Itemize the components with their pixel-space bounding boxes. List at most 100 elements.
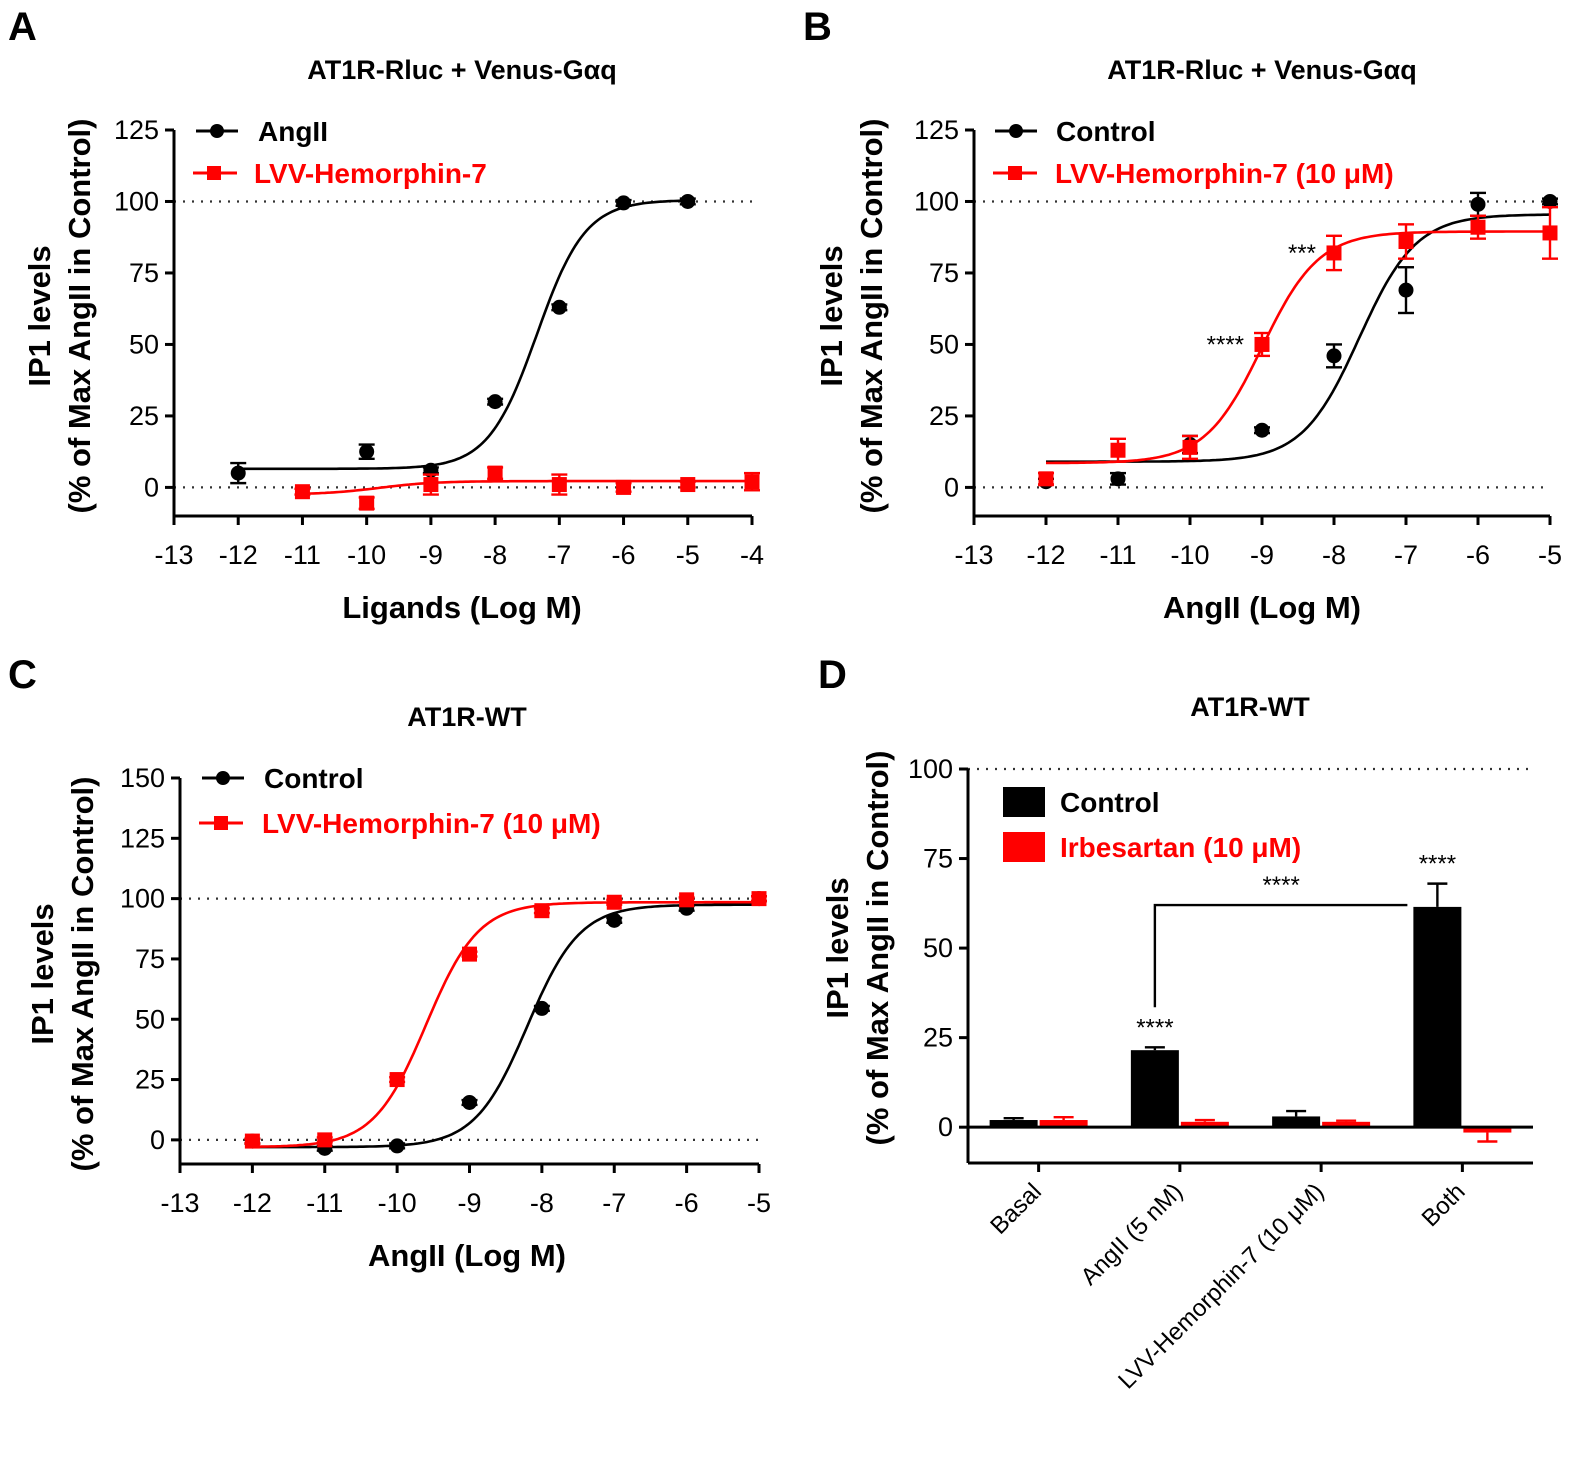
- legend-marker-control: [1009, 124, 1023, 138]
- data-point: [606, 894, 622, 910]
- x-tick-label: -12: [233, 1188, 272, 1218]
- x-tick-label: -8: [483, 540, 507, 570]
- legend-marker-angii: [210, 124, 224, 138]
- legend-marker-lvv: [207, 166, 221, 180]
- y-tick-label: 125: [120, 823, 165, 853]
- data-point: [606, 912, 622, 928]
- legend-marker-control: [216, 771, 230, 785]
- panel-c-ylabel-line2: (% of Max AngII in Control): [65, 777, 100, 1172]
- y-tick-label: 100: [908, 754, 953, 784]
- data-point: [1326, 245, 1342, 261]
- x-tick-label: -9: [457, 1188, 481, 1218]
- data-point: [680, 477, 696, 493]
- significance-label: ***: [1288, 240, 1316, 267]
- x-tick-label: -11: [306, 1188, 343, 1218]
- legend-label-irbesartan: Irbesartan (10 μM): [1060, 832, 1301, 863]
- x-category-label: Basal: [985, 1178, 1047, 1240]
- data-point: [551, 477, 567, 493]
- x-tick-label: -5: [747, 1188, 771, 1218]
- data-point: [423, 477, 439, 493]
- panel-a-plot: 0 25 50 75 100 125 -13 -12 -11 -10 -9 -8 -7 -6 -5 -4: [114, 115, 764, 570]
- y-tick-label: 25: [923, 1023, 953, 1053]
- x-tick-label: -9: [419, 540, 443, 570]
- panel-letter-b: B: [803, 5, 832, 49]
- panel-a-legend: AngII LVV-Hemorphin-7: [193, 116, 487, 189]
- panel-a-xlabel: Ligands (Log M): [342, 590, 581, 625]
- y-tick-label: 50: [923, 933, 953, 963]
- x-tick-label: -13: [154, 540, 193, 570]
- y-tick-label: 125: [914, 115, 959, 145]
- x-tick-label: -7: [1394, 540, 1418, 570]
- panel-b-ylabel-line1: IP1 levels: [814, 245, 849, 386]
- legend-label-lvv: LVV-Hemorphin-7 (10 μM): [262, 808, 601, 839]
- significance-label: ****: [1419, 851, 1456, 878]
- x-tick-label: -6: [675, 1188, 699, 1218]
- legend-label-lvv: LVV-Hemorphin-7 (10 μM): [1055, 158, 1394, 189]
- fit-curve-black: [252, 903, 759, 1149]
- x-category-label: Both: [1417, 1178, 1471, 1232]
- x-tick-label: -8: [530, 1188, 554, 1218]
- y-tick-label: 50: [929, 329, 959, 359]
- data-point: [244, 1133, 260, 1149]
- data-point: [751, 891, 767, 907]
- y-tick-label: 75: [929, 258, 959, 288]
- y-tick-label: 25: [135, 1065, 165, 1095]
- panel-d-ylabel-line2: (% of Max AngII in Control): [860, 751, 895, 1146]
- data-point: [1254, 336, 1270, 352]
- x-tick-label: -13: [954, 540, 993, 570]
- bar-red: [1180, 1121, 1229, 1128]
- bar-red: [1463, 1127, 1512, 1133]
- data-point: [487, 394, 503, 410]
- bar-black: [989, 1120, 1038, 1128]
- panel-letter-c: C: [8, 653, 37, 697]
- comparison-bracket: [1153, 903, 1408, 1008]
- panel-c: C AT1R-WT IP1 levels (% of Max AngII in …: [8, 653, 771, 1273]
- data-point: [1110, 442, 1126, 458]
- data-point: [744, 474, 760, 490]
- bar-red: [1039, 1120, 1088, 1128]
- data-point: [462, 946, 477, 962]
- x-tick-label: -9: [1250, 540, 1274, 570]
- panel-b-xlabel: AngII (Log M): [1163, 590, 1361, 625]
- y-tick-label: 0: [938, 1112, 953, 1142]
- comparison-label: ****: [1262, 872, 1299, 899]
- y-tick-label: 75: [923, 844, 953, 874]
- data-point: [487, 465, 503, 481]
- x-tick-label: -5: [1538, 540, 1562, 570]
- y-tick-label: 25: [129, 401, 159, 431]
- data-point: [1398, 234, 1414, 250]
- fit-curve-red: [302, 479, 752, 496]
- panel-c-plot: 0 25 50 75 100 125 150 -13 -12 -11 -10 -9 -8 -7 -6 -5: [120, 763, 771, 1218]
- x-tick-label: -6: [612, 540, 636, 570]
- panel-c-xlabel: AngII (Log M): [368, 1238, 566, 1273]
- x-tick-label: -7: [602, 1188, 626, 1218]
- x-tick-label: -10: [347, 540, 386, 570]
- data-point: [616, 195, 632, 211]
- panel-c-ylabel-line1: IP1 levels: [25, 903, 60, 1044]
- x-tick-label: -8: [1322, 540, 1346, 570]
- panel-d-ylabel-line1: IP1 levels: [820, 877, 855, 1018]
- panel-c-title: AT1R-WT: [407, 702, 527, 732]
- data-point: [359, 444, 375, 460]
- legend-marker-lvv: [214, 816, 228, 830]
- legend-label-control: Control: [1056, 116, 1156, 147]
- legend-label-control: Control: [1060, 787, 1160, 818]
- x-tick-label: -7: [547, 540, 571, 570]
- x-tick-label: -10: [1170, 540, 1209, 570]
- panel-d-title: AT1R-WT: [1190, 692, 1310, 722]
- legend-label-control: Control: [264, 763, 364, 794]
- x-tick-label: -4: [740, 540, 764, 570]
- legend-label-lvv: LVV-Hemorphin-7: [254, 158, 487, 189]
- significance-label: ****: [1207, 331, 1244, 358]
- x-tick-label: -6: [1466, 540, 1490, 570]
- significance-label: ****: [1136, 1014, 1173, 1041]
- panel-d-legend: Control Irbesartan (10 μM): [1003, 787, 1301, 863]
- x-tick-label: -11: [1099, 540, 1136, 570]
- y-tick-label: 150: [120, 763, 165, 793]
- y-tick-label: 0: [150, 1125, 165, 1155]
- data-point: [389, 1138, 405, 1154]
- data-point: [359, 495, 375, 511]
- y-tick-label: 75: [129, 258, 159, 288]
- x-category-label: AngII (5 nM): [1076, 1178, 1188, 1290]
